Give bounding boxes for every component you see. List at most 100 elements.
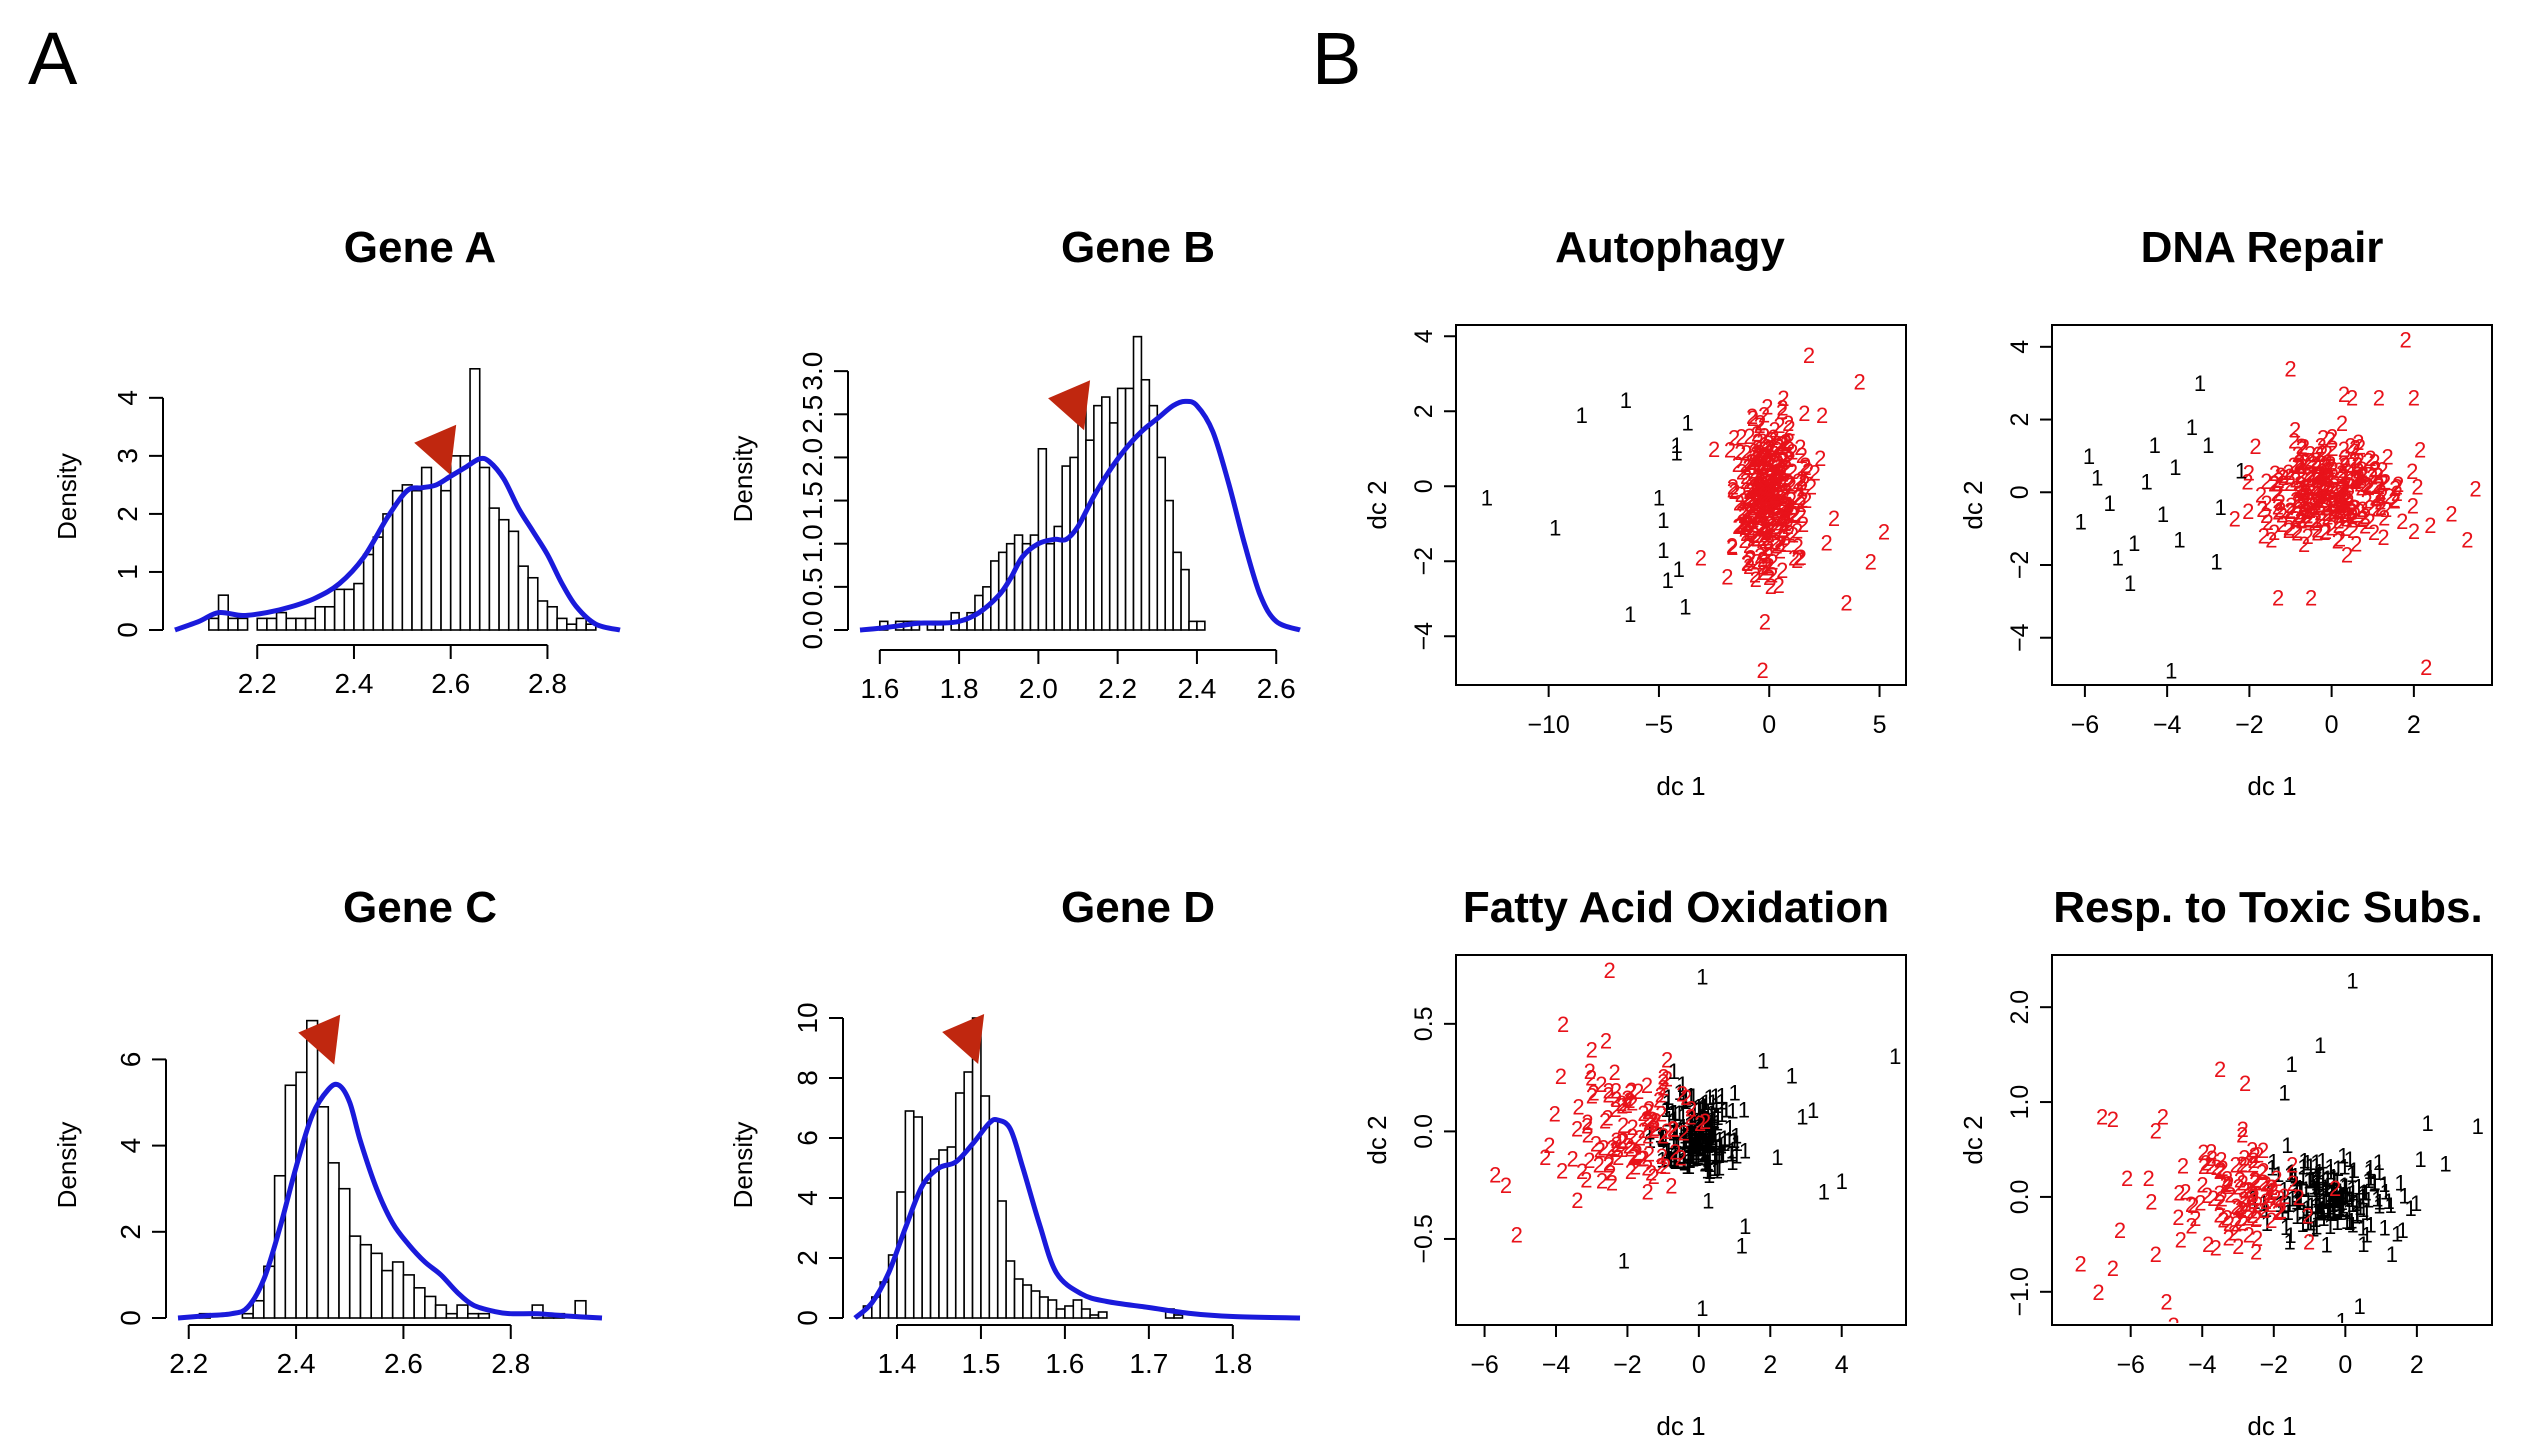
cluster-point-group-2: 2 <box>1760 487 1772 512</box>
cluster-point-group-1: 1 <box>2346 1192 2358 1217</box>
cluster-point-group-2: 2 <box>2315 488 2327 513</box>
cluster-point-group-2: 2 <box>1606 1171 1618 1196</box>
histogram-bar <box>382 513 394 631</box>
cluster-point-group-2: 2 <box>1773 532 1785 557</box>
cluster-point-group-2: 2 <box>2242 499 2254 524</box>
histogram-bar <box>929 1158 940 1319</box>
cluster-point-group-2: 2 <box>1736 512 1748 537</box>
histogram-bar <box>1013 1278 1024 1319</box>
cluster-point-group-1: 1 <box>1715 1133 1727 1158</box>
cluster-point-group-1: 1 <box>1723 1127 1735 1152</box>
cluster-point-group-2: 2 <box>1596 1169 1608 1194</box>
cluster-point-group-2: 2 <box>2339 453 2351 478</box>
y-tick-label: 4 <box>1410 329 1438 343</box>
cluster-point-group-1: 1 <box>2300 1177 2312 1202</box>
y-tick-label: 4 <box>2006 340 2034 354</box>
cluster-point-group-2: 2 <box>1763 447 1775 472</box>
cluster-point-group-2: 2 <box>1755 459 1767 484</box>
y-tick-label: 8 <box>792 1070 823 1086</box>
cluster-point-group-2: 2 <box>2348 495 2360 520</box>
cluster-point-group-1: 1 <box>2346 1212 2358 1237</box>
cluster-point-group-2: 2 <box>1786 439 1798 464</box>
cluster-point-group-1: 1 <box>2344 1147 2356 1172</box>
cluster-point-group-1: 1 <box>2326 1192 2338 1217</box>
scatter-point-group-1: 1 <box>1624 602 1636 627</box>
cluster-point-group-2: 2 <box>1782 514 1794 539</box>
cluster-point-group-2: 2 <box>1602 1106 1614 1131</box>
cluster-point-group-1: 1 <box>1697 1104 1709 1129</box>
cluster-point-group-2: 2 <box>1770 475 1782 500</box>
cluster-point-group-2: 2 <box>1758 473 1770 498</box>
cluster-point-group-2: 2 <box>1752 503 1764 528</box>
cluster-point-group-1: 1 <box>2248 1189 2260 1214</box>
cluster-point-group-1: 1 <box>2315 1198 2327 1223</box>
cluster-point-group-2: 2 <box>2326 436 2338 461</box>
cluster-point-group-2: 2 <box>1643 1097 1655 1122</box>
cluster-point-group-2: 2 <box>1765 484 1777 509</box>
cluster-point-group-2: 2 <box>2268 471 2280 496</box>
x-tick-label: 2.6 <box>1257 673 1296 704</box>
cluster-point-group-2: 2 <box>1770 447 1782 472</box>
cluster-point-group-2: 2 <box>1764 475 1776 500</box>
cluster-point-group-2: 2 <box>2312 482 2324 507</box>
cluster-point-group-2: 2 <box>1777 525 1789 550</box>
cluster-point-group-2: 2 <box>1782 470 1794 495</box>
cluster-point-group-2: 2 <box>2363 475 2375 500</box>
cluster-point-group-2: 2 <box>2321 492 2333 517</box>
cluster-point-group-2: 2 <box>2238 1145 2250 1170</box>
cluster-point-group-2: 2 <box>1609 1137 1621 1162</box>
cluster-point-group-1: 1 <box>1692 1126 1704 1151</box>
x-tick-label: 1.4 <box>878 1348 917 1379</box>
histogram-bar <box>266 617 278 631</box>
cluster-point-group-2: 2 <box>1685 1096 1697 1121</box>
cluster-point-group-1: 1 <box>2378 1172 2390 1197</box>
cluster-point-group-1: 1 <box>2284 1162 2296 1187</box>
cluster-point-group-2: 2 <box>2322 458 2334 483</box>
cluster-point-group-2: 2 <box>1754 517 1766 542</box>
scatter-point-group-2: 2 <box>1557 1012 1569 1037</box>
y-axis-label: dc 2 <box>1362 480 1392 529</box>
cluster-point-group-1: 1 <box>2316 1148 2328 1173</box>
scatter-point-group-1: 1 <box>2286 1052 2298 1077</box>
cluster-point-group-2: 2 <box>1636 1147 1648 1172</box>
cluster-point-group-2: 2 <box>2323 467 2335 492</box>
histogram-bar <box>1116 387 1127 631</box>
cluster-point-group-1: 1 <box>1686 1122 1698 1147</box>
scatter-point-group-2: 2 <box>2239 1071 2251 1096</box>
cluster-point-group-2: 2 <box>2377 470 2389 495</box>
cluster-point-group-2: 2 <box>1779 507 1791 532</box>
cluster-point-group-2: 2 <box>1609 1060 1621 1085</box>
histogram-bar <box>402 1274 415 1319</box>
cluster-point-group-2: 2 <box>1736 500 1748 525</box>
cluster-point-group-2: 2 <box>1761 479 1773 504</box>
histogram-bar <box>459 455 471 631</box>
cluster-point-group-2: 2 <box>2263 1183 2275 1208</box>
scatter-point-group-2: 2 <box>1759 609 1771 634</box>
cluster-point-group-2: 2 <box>2317 464 2329 489</box>
arrowhead-marker <box>298 1014 341 1065</box>
cluster-point-group-2: 2 <box>1756 526 1768 551</box>
cluster-point-group-2: 2 <box>2260 1189 2272 1214</box>
cluster-point-group-1: 1 <box>1720 1098 1732 1123</box>
cluster-point-group-1: 1 <box>1699 1152 1711 1177</box>
cluster-point-group-1: 1 <box>1684 1122 1696 1147</box>
cluster-point-group-1: 1 <box>1720 1097 1732 1122</box>
cluster-point-group-2: 2 <box>2303 1230 2315 1255</box>
scatter-point-group-1: 1 <box>2173 528 2185 553</box>
cluster-point-group-2: 2 <box>1754 502 1766 527</box>
x-tick-label: 2.6 <box>431 668 470 699</box>
cluster-point-group-2: 2 <box>1543 1133 1555 1158</box>
cluster-point-group-2: 2 <box>2336 411 2348 436</box>
cluster-point-group-1: 1 <box>1669 1149 1681 1174</box>
cluster-point-group-2: 2 <box>2337 476 2349 501</box>
cluster-point-group-2: 2 <box>2372 463 2384 488</box>
cluster-point-group-1: 1 <box>1701 1158 1713 1183</box>
histogram-bar <box>304 617 317 631</box>
cluster-point-group-1: 1 <box>1708 1109 1720 1134</box>
cluster-point-group-1: 1 <box>1700 1150 1712 1175</box>
scatter-point-group-2: 2 <box>1721 564 1733 589</box>
cluster-point-group-1: 1 <box>1682 1141 1694 1166</box>
cluster-point-group-1: 1 <box>1703 1144 1715 1169</box>
cluster-point-group-2: 2 <box>2371 463 2383 488</box>
cluster-point-group-1: 1 <box>1687 1084 1699 1109</box>
